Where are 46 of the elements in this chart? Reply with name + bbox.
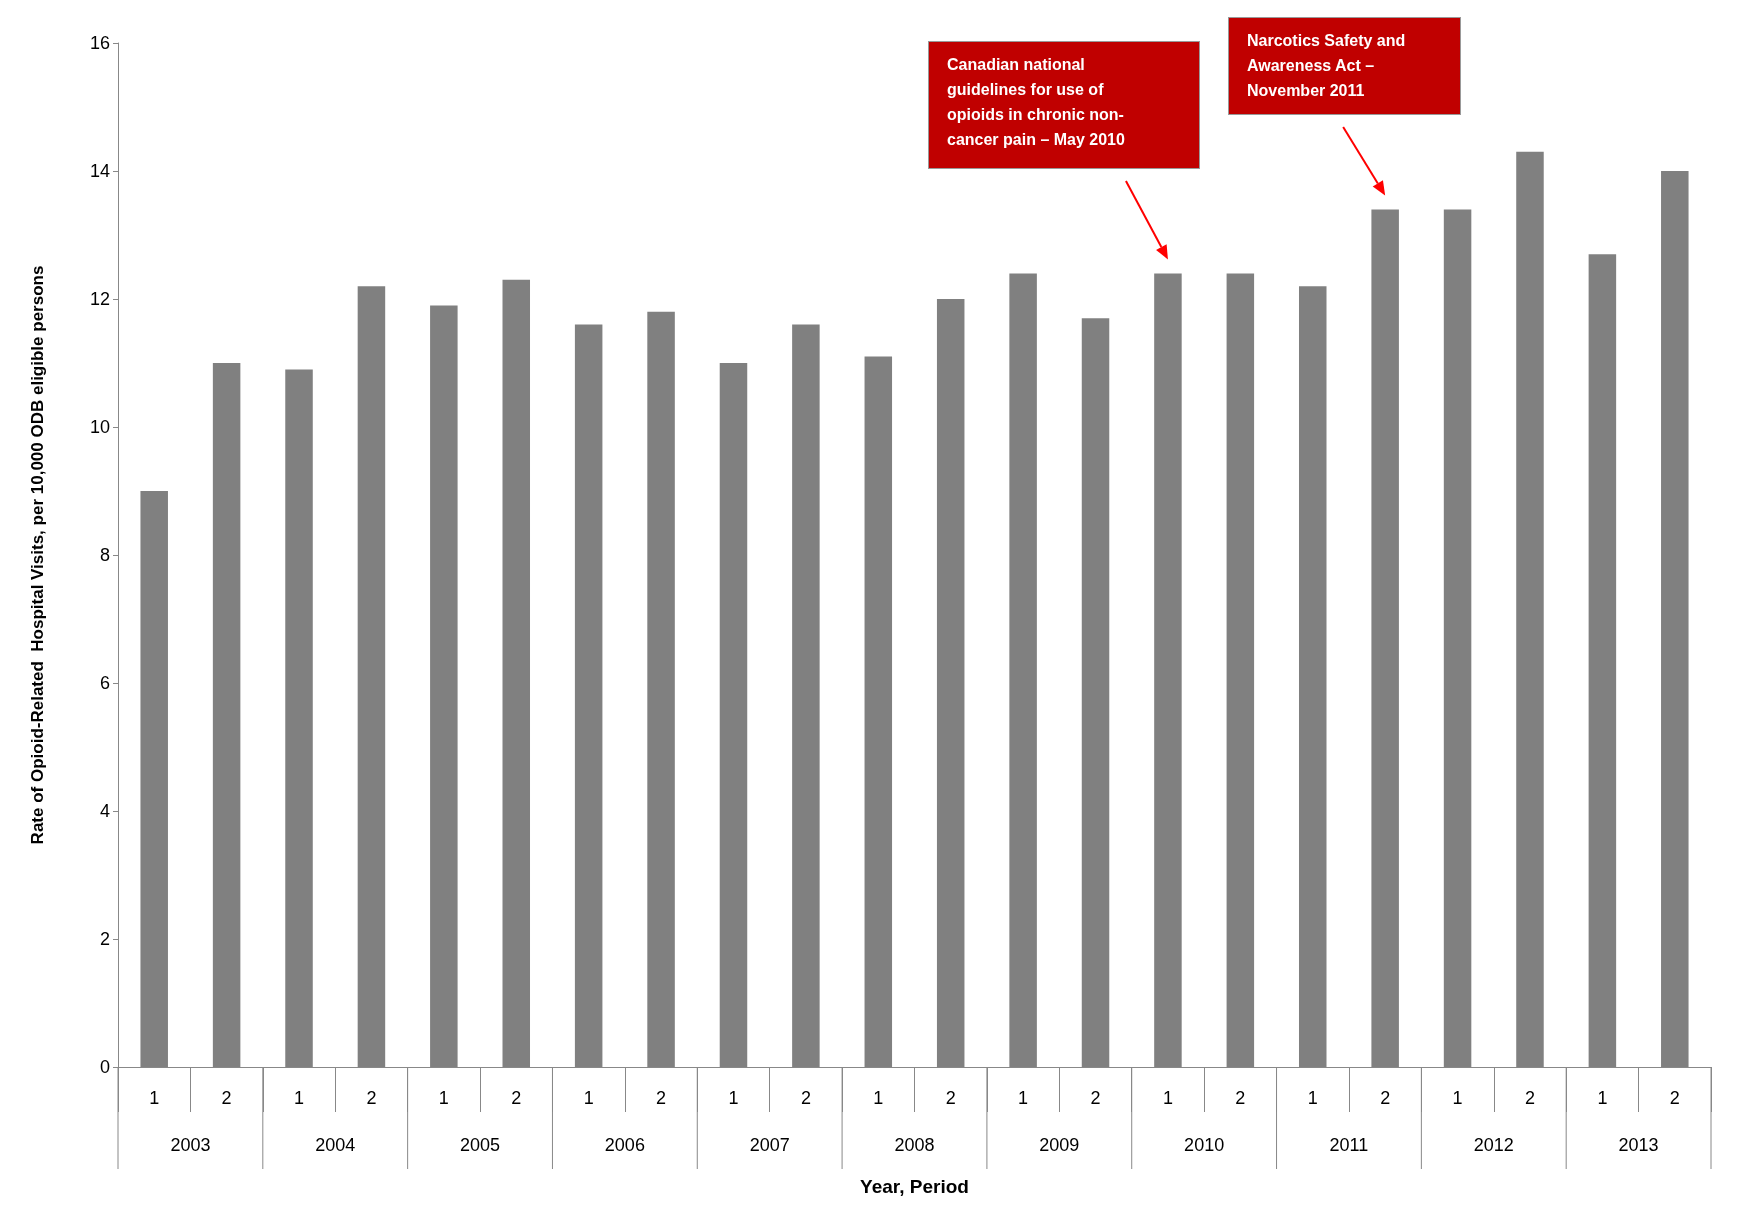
text: 2008 xyxy=(894,1135,935,1155)
text: 2004 xyxy=(315,1135,356,1155)
text: 2012 xyxy=(1473,1135,1514,1155)
y-tick-label: 12 xyxy=(89,289,110,309)
x-tick-label: 2 xyxy=(1235,1088,1246,1108)
y-tick-label: 14 xyxy=(89,161,110,181)
x-tick-label: 1 xyxy=(438,1088,449,1108)
x-tick-label: 1 xyxy=(294,1088,305,1108)
y-tick-label: 8 xyxy=(99,545,110,565)
x-tick-label: 1 xyxy=(873,1088,884,1108)
x-tick-label: 2 xyxy=(1090,1088,1101,1108)
text: 2005 xyxy=(460,1135,501,1155)
text: 2009 xyxy=(1039,1135,1080,1155)
x-tick-label: 2 xyxy=(656,1088,667,1108)
x-tick-label: 1 xyxy=(149,1088,160,1108)
x-tick-label: 1 xyxy=(1018,1088,1029,1108)
x-tick-label: 1 xyxy=(1307,1088,1318,1108)
x-tick-label: 1 xyxy=(583,1088,594,1108)
x-tick-label: 2 xyxy=(1669,1088,1680,1108)
y-axis-title: Rate of Opioid-Related Hospital Visits, per 10,000 ODB eligible persons xyxy=(28,265,47,845)
y-tick-label: 16 xyxy=(89,33,110,53)
y-tick-label: 2 xyxy=(99,929,110,949)
y-tick-label: 4 xyxy=(99,801,110,821)
y-tick-label: 10 xyxy=(89,417,110,437)
x-axis-title: Year, Period xyxy=(860,1176,969,1197)
callout-box: Narcotics Safety and Awareness Act – November 2011 xyxy=(1228,17,1461,115)
x-tick-label: 2 xyxy=(800,1088,811,1108)
x-tick-label: 1 xyxy=(1452,1088,1463,1108)
x-tick-label: 1 xyxy=(1597,1088,1608,1108)
x-tick-label: 2 xyxy=(1380,1088,1391,1108)
y-tick-label: 6 xyxy=(99,673,110,693)
x-tick-label: 2 xyxy=(945,1088,956,1108)
x-tick-label: 2 xyxy=(221,1088,232,1108)
x-tick-label: 2 xyxy=(511,1088,522,1108)
x-tick-label: 1 xyxy=(1162,1088,1173,1108)
x-tick-label: 2 xyxy=(1524,1088,1535,1108)
text: 2003 xyxy=(170,1135,211,1155)
text: 2011 xyxy=(1329,1135,1369,1155)
text: 2006 xyxy=(604,1135,645,1155)
y-tick-label: 0 xyxy=(99,1057,110,1077)
x-tick-label: 1 xyxy=(728,1088,739,1108)
text: 2010 xyxy=(1184,1135,1225,1155)
callout-box: Canadian national guidelines for use of opioids in chronic non- cancer pain – May 2010 xyxy=(928,41,1200,169)
x-tick-label: 2 xyxy=(366,1088,377,1108)
text: 2013 xyxy=(1618,1135,1659,1155)
text: 2007 xyxy=(749,1135,790,1155)
